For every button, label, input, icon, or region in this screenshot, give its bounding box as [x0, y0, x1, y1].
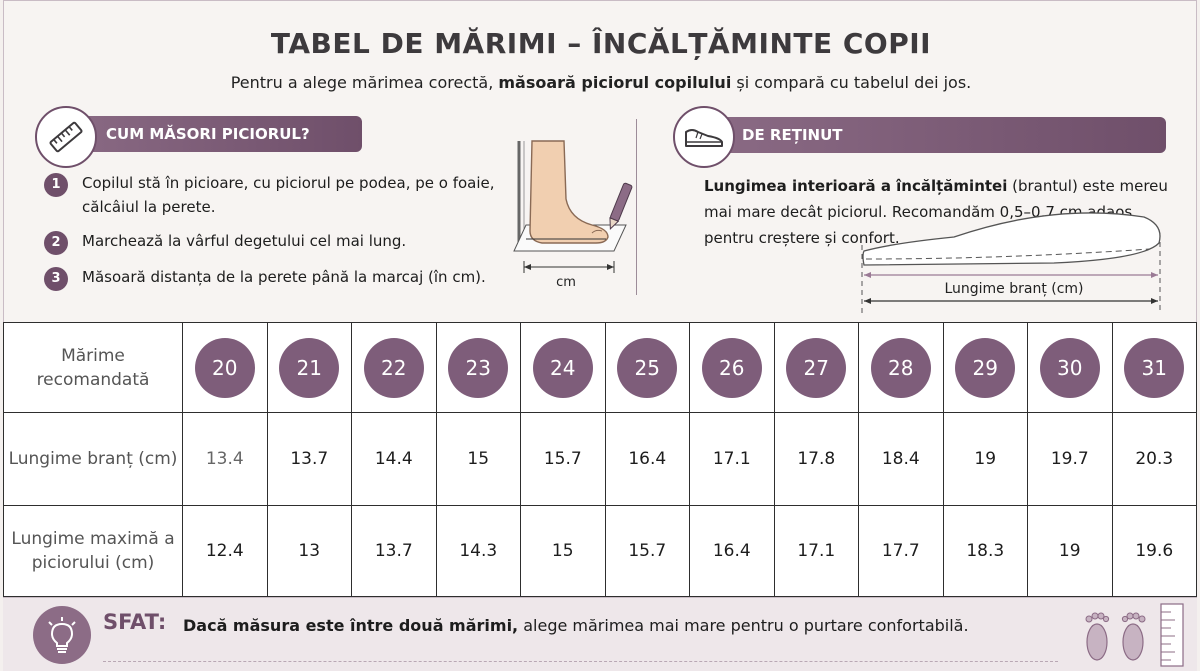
- size-cell: 31: [1111, 322, 1197, 413]
- max-foot-cell: 18.3: [942, 505, 1028, 597]
- insole-illustration: Lungime branț (cm): [854, 203, 1174, 317]
- step-3: 3 Măsoară distanța de la perete până la …: [44, 265, 514, 291]
- info-panel: TABEL DE MĂRIMI – ÎNCĂLȚĂMINTE COPII Pen…: [3, 0, 1197, 322]
- measure-banner: CUM MĂSORI PICIORUL?: [44, 116, 362, 152]
- row-label-insole: Lungime branț (cm): [3, 412, 183, 506]
- insole-cell: 13.4: [182, 412, 268, 506]
- size-cell: 28: [858, 322, 944, 413]
- size-badge: 29: [955, 337, 1016, 398]
- insole-cell: 14.4: [351, 412, 437, 506]
- max-foot-cell: 15: [520, 505, 606, 597]
- size-badge: 23: [448, 337, 509, 398]
- max-foot-cell: 17.1: [773, 505, 859, 597]
- page-title: TABEL DE MĂRIMI – ÎNCĂLȚĂMINTE COPII: [270, 27, 932, 60]
- step-number: 2: [44, 231, 68, 255]
- size-cell: 23: [435, 322, 521, 413]
- size-cell: 21: [266, 322, 352, 413]
- size-badge: 27: [786, 337, 847, 398]
- tip-text-rest: alege mărimea mai mare pentru o purtare …: [518, 616, 969, 635]
- max-foot-cell: 13.7: [351, 505, 437, 597]
- size-table: Mărime recomandată 20 21 22 23 24 25 26 …: [3, 322, 1197, 597]
- size-cell: 25: [604, 322, 690, 413]
- size-badge: 28: [870, 337, 931, 398]
- page-subtitle: Pentru a alege mărimea corectă, măsoară …: [4, 73, 1198, 92]
- size-badge: 30: [1039, 337, 1100, 398]
- insole-cell: 20.3: [1111, 412, 1197, 506]
- shoe-icon: [673, 106, 735, 168]
- tip-text-bold: Dacă măsura este între două mărimi,: [183, 616, 519, 635]
- size-cell: 27: [773, 322, 859, 413]
- insole-cell: 17.8: [773, 412, 859, 506]
- size-cell: 20: [182, 322, 268, 413]
- remember-text: Lungimea interioară a încălțămintei (bra…: [704, 173, 1174, 251]
- max-foot-cell: 14.3: [435, 505, 521, 597]
- tip-bar: SFAT: Dacă măsura este între două mărimi…: [3, 597, 1197, 671]
- max-foot-cell: 17.7: [858, 505, 944, 597]
- size-cell: 26: [689, 322, 775, 413]
- lightbulb-icon: [33, 606, 91, 664]
- subtitle-bold: măsoară piciorul copilului: [498, 73, 732, 92]
- table-row-insole: Lungime branț (cm) 13.4 13.7 14.4 15 15.…: [3, 412, 1197, 506]
- measure-steps: 1 Copilul stă în picioare, cu piciorul p…: [44, 171, 514, 301]
- size-cell: 29: [942, 322, 1028, 413]
- max-foot-cell: 19.6: [1111, 505, 1197, 597]
- max-foot-cell: 12.4: [182, 505, 268, 597]
- insole-cell: 19: [942, 412, 1028, 506]
- insole-cell: 18.4: [858, 412, 944, 506]
- row-label-max-foot: Lungime maximă a piciorului (cm): [3, 505, 183, 597]
- tip-text: Dacă măsura este între două mărimi, aleg…: [183, 616, 969, 635]
- illustration-cm-label: cm: [556, 275, 576, 289]
- step-text: Copilul stă în picioare, cu piciorul pe …: [82, 174, 495, 216]
- step-number: 3: [44, 267, 68, 291]
- remember-text-rest: (brantul) este mereu mai mare decât pici…: [704, 177, 1168, 247]
- size-badge: 26: [701, 337, 762, 398]
- foot-measuring-illustration: cm: [504, 139, 634, 293]
- max-foot-cell: 13: [266, 505, 352, 597]
- max-foot-cell: 15.7: [604, 505, 690, 597]
- insole-cell: 15.7: [520, 412, 606, 506]
- insole-cell: 16.4: [604, 412, 690, 506]
- size-badge: 21: [279, 337, 340, 398]
- step-text: Măsoară distanța de la perete până la ma…: [82, 268, 486, 286]
- max-foot-cell: 19: [1027, 505, 1113, 597]
- max-foot-cell: 16.4: [689, 505, 775, 597]
- footprints-icon: [1075, 600, 1195, 671]
- insole-cell: 19.7: [1027, 412, 1113, 506]
- remember-banner: DE REȚINUT: [680, 117, 1166, 153]
- insole-cell: 15: [435, 412, 521, 506]
- remember-text-bold: Lungimea interioară a încălțămintei: [704, 177, 1008, 195]
- size-badge: 20: [194, 337, 255, 398]
- insole-cell: 17.1: [689, 412, 775, 506]
- tip-label: SFAT:: [103, 610, 167, 634]
- row-label-size: Mărime recomandată: [3, 322, 183, 413]
- insole-length-label: Lungime branț (cm): [944, 281, 1083, 297]
- size-cell: 30: [1027, 322, 1113, 413]
- step-2: 2 Marchează la vârful degetului cel mai …: [44, 229, 514, 255]
- size-cell: 22: [351, 322, 437, 413]
- section-divider: [636, 119, 637, 295]
- size-badge: 24: [532, 337, 593, 398]
- step-text: Marchează la vârful degetului cel mai lu…: [82, 232, 407, 250]
- table-row-sizes: Mărime recomandată 20 21 22 23 24 25 26 …: [3, 322, 1197, 413]
- size-cell: 24: [520, 322, 606, 413]
- table-row-max-foot: Lungime maximă a piciorului (cm) 12.4 13…: [3, 505, 1197, 597]
- insole-cell: 13.7: [266, 412, 352, 506]
- size-badge: 25: [617, 337, 678, 398]
- ruler-icon: [35, 106, 97, 168]
- step-number: 1: [44, 173, 68, 197]
- tip-divider: [103, 661, 1058, 662]
- step-1: 1 Copilul stă în picioare, cu piciorul p…: [44, 171, 514, 219]
- subtitle-post: și compară cu tabelul dei jos.: [731, 73, 972, 92]
- size-badge: 22: [363, 337, 424, 398]
- size-badge: 31: [1124, 337, 1185, 398]
- subtitle-pre: Pentru a alege mărimea corectă,: [230, 73, 499, 92]
